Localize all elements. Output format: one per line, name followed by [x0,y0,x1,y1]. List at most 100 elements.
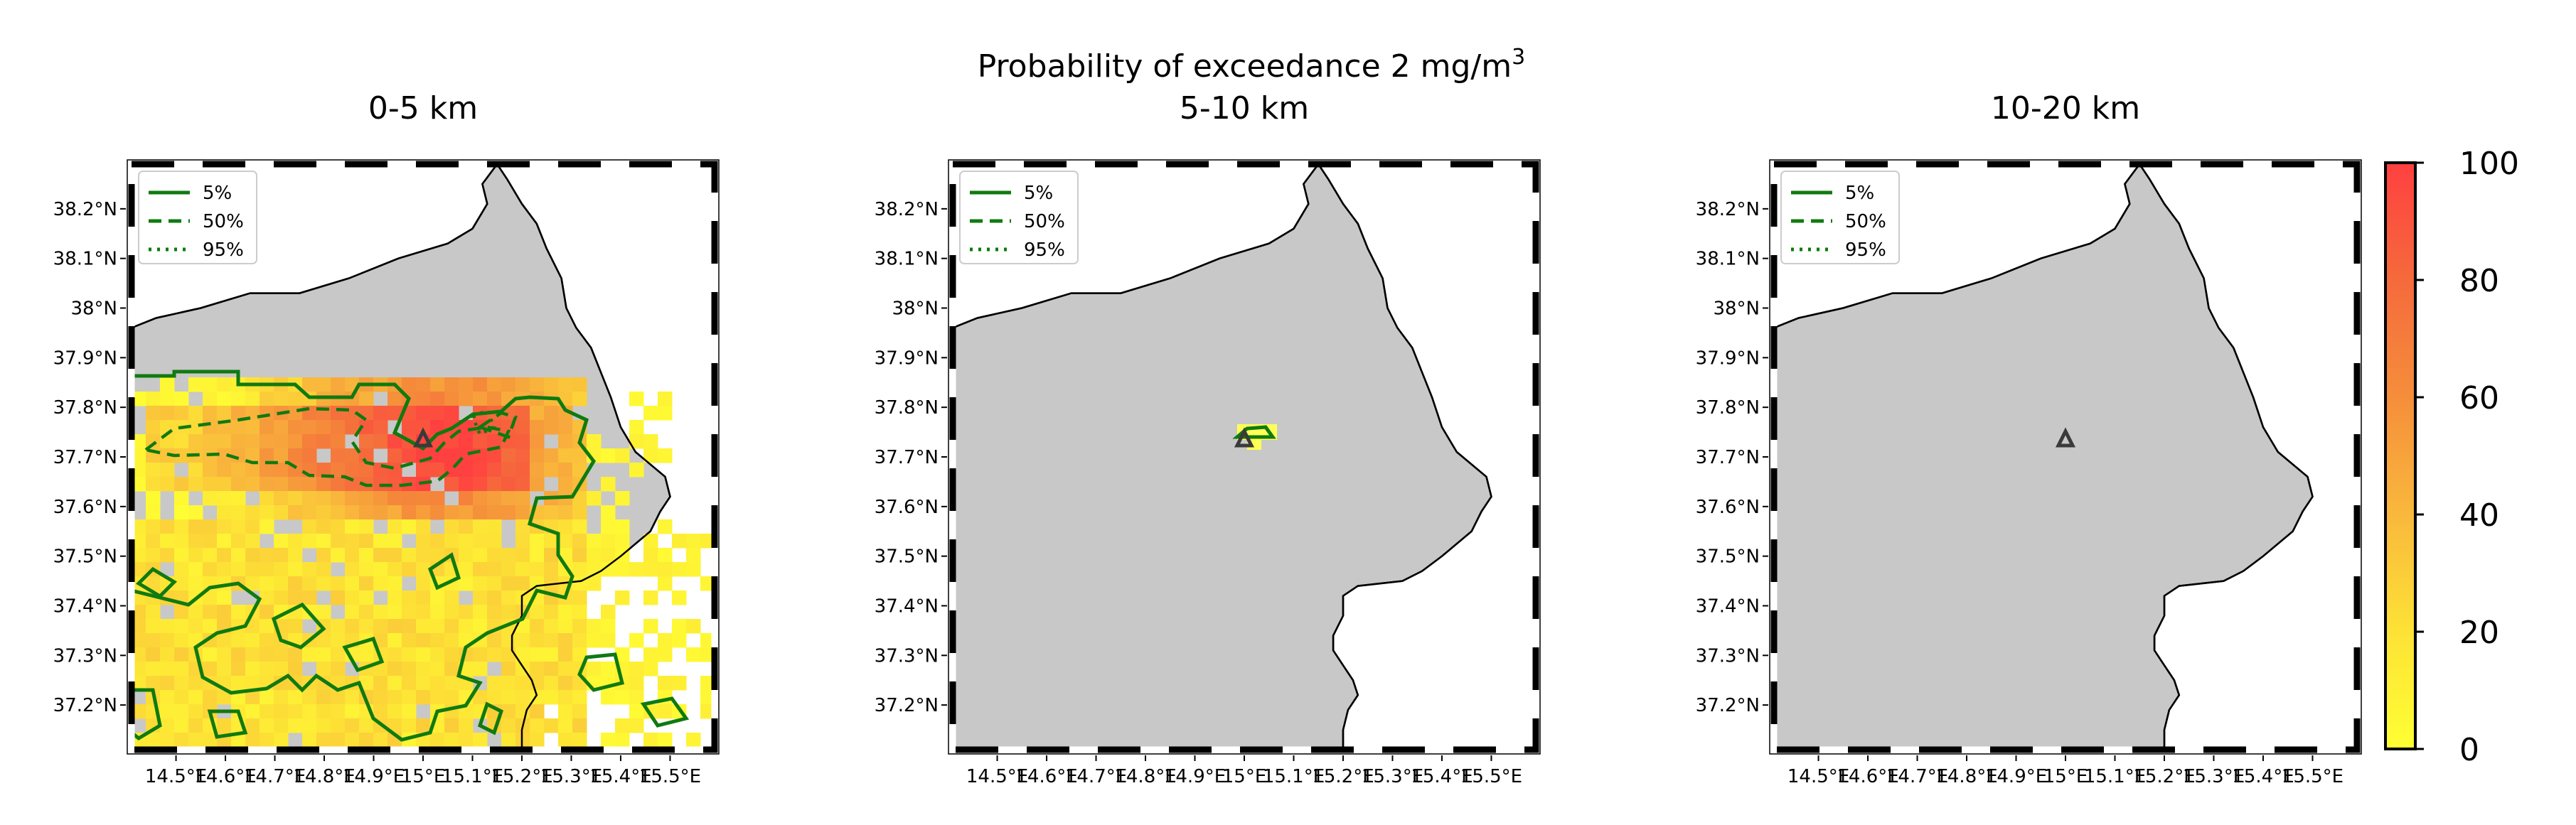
field-cell [473,576,488,591]
lon-tick-label: 14.6°E [1015,766,1077,787]
field-cell [203,690,218,705]
field-cell [444,676,459,691]
field-cell [345,477,360,492]
field-cell [203,519,218,534]
field-cell [544,406,559,421]
field-cell [416,463,431,478]
field-cell [331,505,346,520]
coastline [953,164,1492,750]
field-cell [274,647,289,662]
field-cell [146,392,161,406]
field-cell [572,548,587,563]
field-cell [245,690,260,705]
field-cell [515,548,530,563]
field-cell [558,704,573,719]
field-cell [430,662,445,676]
field-cell [544,662,559,676]
field-cell [231,463,246,478]
field-cell [359,576,374,591]
field-cell [217,562,232,577]
field-cell [515,448,530,463]
field-cell [686,647,701,662]
field-cell [217,647,232,662]
field-cell [430,534,445,549]
field-cell [274,733,289,748]
lat-tick-label: 37.5°N [53,546,117,568]
field-cell [260,477,274,492]
field-cell [388,477,402,492]
field-cell [658,633,673,648]
field-cell [672,591,687,605]
field-cell [501,491,516,506]
field-cell [359,647,374,662]
field-cell [217,392,232,406]
field-cell [459,491,474,506]
field-cell [345,420,360,435]
field-cell [430,605,445,620]
lon-tick-label: 15.1°E [2084,766,2146,787]
field-cell [473,605,488,620]
field-cell [487,605,502,620]
field-cell [260,448,274,463]
field-cell [245,662,260,676]
triangle-icon [412,427,434,448]
field-cell [388,690,402,705]
field-cell [146,463,161,478]
field-cell [217,434,232,449]
field-cell [388,434,402,449]
field-cell [174,619,189,634]
field-cell [430,633,445,648]
field-cell [373,406,388,421]
field-cell [174,676,189,691]
field-cell [544,605,559,620]
field-cell [160,662,175,676]
field-cell [160,690,175,705]
field-cell [345,519,360,534]
field-cell [345,491,360,506]
field-cell [658,392,673,406]
legend-label: 50% [203,211,244,232]
lat-tick-label: 37.7°N [53,447,117,468]
field-cell [629,704,644,719]
lon-tick-label: 15.4°E [589,766,651,787]
lon-tick-label: 15.5°E [639,766,701,787]
lon-tick-label: 15.4°E [2232,766,2294,787]
field-cell [558,477,573,492]
field-cell [174,491,189,506]
field-cell [245,477,260,492]
field-cell [345,576,360,591]
field-cell [388,562,402,577]
field-cell [572,448,587,463]
field-cell [572,704,587,719]
field-cell [388,406,402,421]
field-cell [316,633,331,648]
field-cell [132,676,146,691]
field-cell [544,690,559,705]
field-cell [615,690,630,705]
field-cell [359,420,374,435]
field-cell [572,534,587,549]
field-cell [515,377,530,392]
field-cell [160,548,175,563]
field-cell [501,704,516,719]
field-cell [345,605,360,620]
field-cell [544,505,559,520]
field-cell [459,576,474,591]
field-cell [345,548,360,563]
field-cell [188,718,203,733]
field-cell [459,434,474,449]
field-cell [700,633,715,648]
field-cell [274,576,289,591]
field-cell [658,647,673,662]
field-cell [572,647,587,662]
field-cell [174,392,189,406]
field-cell [203,491,218,506]
lat-tick-label: 37.5°N [1696,546,1760,568]
field-cell [601,662,616,676]
field-cell [643,434,658,449]
field-cell [686,619,701,634]
field-cell [373,605,388,620]
lon-tick-label: 14.8°E [1114,766,1176,787]
map-panel-10-20km: 10-20 km 37.2°N 37.3°N 37.4°N 37.5°N 37.6°N 3… [1696,90,2362,787]
